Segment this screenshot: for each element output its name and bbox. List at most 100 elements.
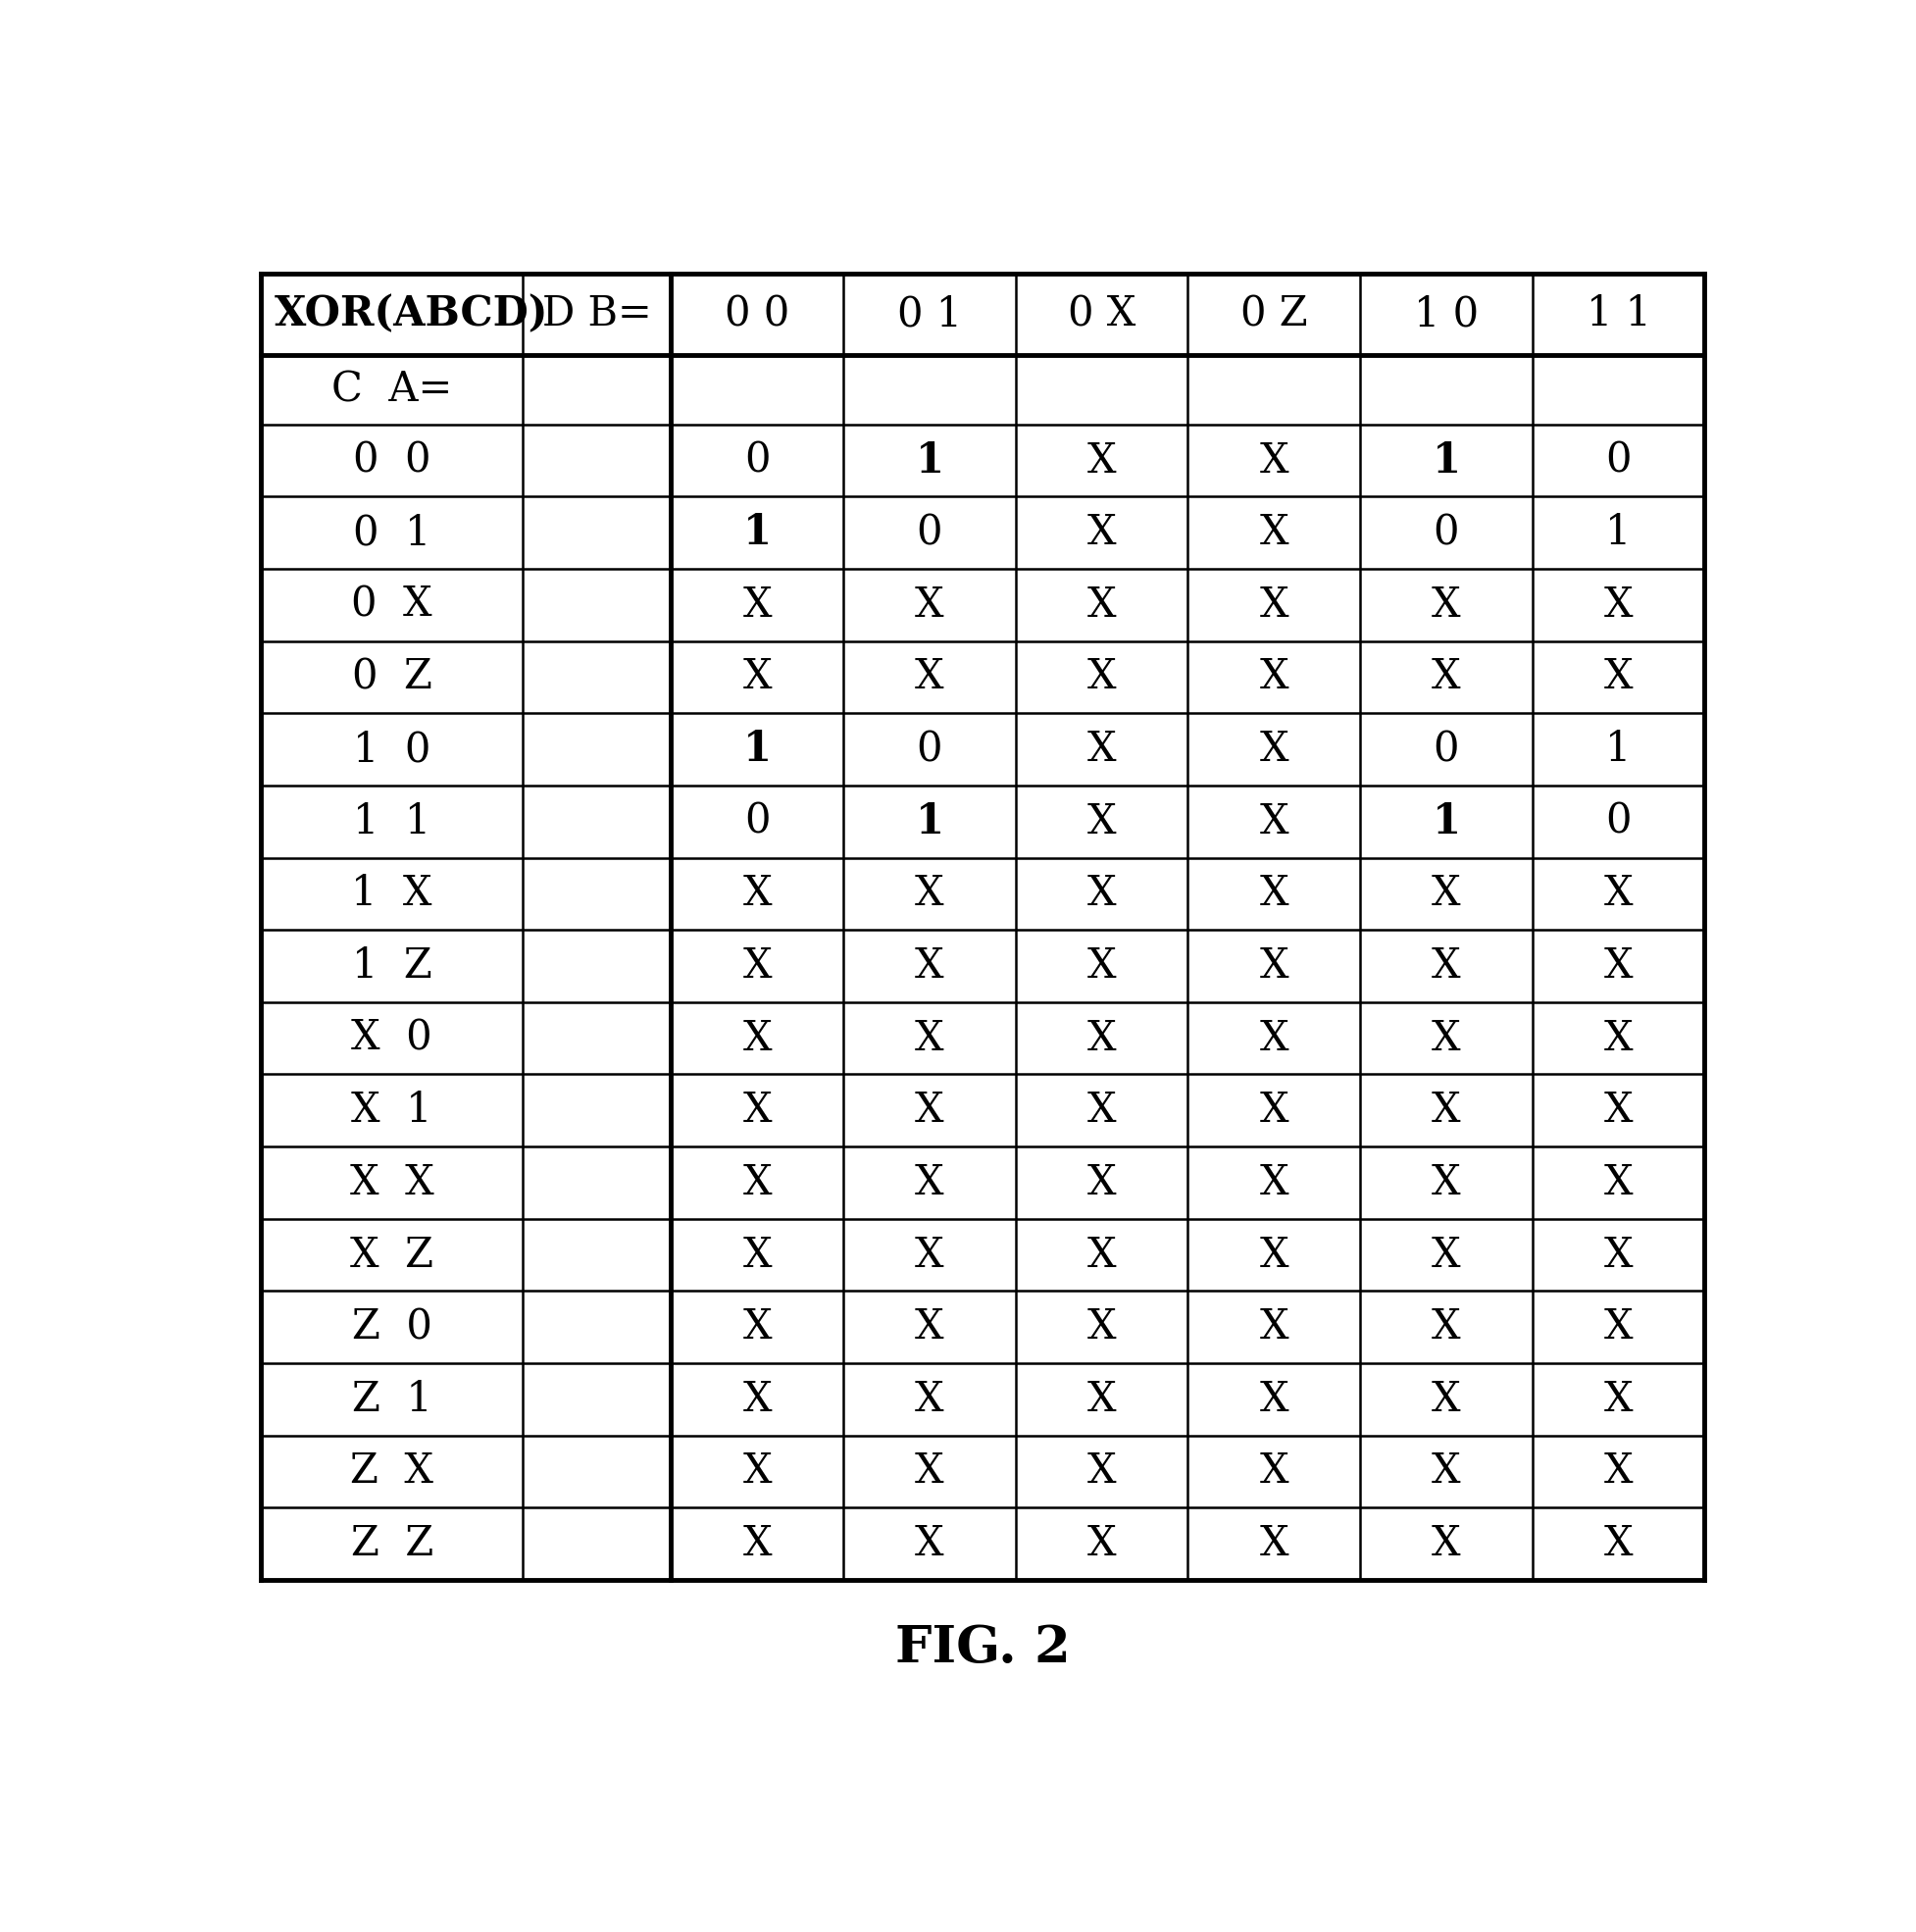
Text: 0: 0: [1433, 728, 1460, 771]
Text: 0 X: 0 X: [1067, 294, 1136, 334]
Text: X: X: [1604, 1306, 1632, 1349]
Text: X: X: [1259, 440, 1289, 481]
Text: X: X: [1431, 1306, 1460, 1349]
Text: X: X: [1431, 1379, 1460, 1420]
Text: 1: 1: [743, 512, 772, 553]
Text: D B=: D B=: [542, 294, 651, 334]
Text: X: X: [916, 945, 945, 987]
Text: 1 1: 1 1: [1586, 294, 1652, 334]
Text: 0 Z: 0 Z: [1240, 294, 1307, 334]
Text: Z  X: Z X: [351, 1451, 433, 1492]
Text: X: X: [1604, 1161, 1632, 1204]
Text: 1: 1: [1431, 802, 1460, 842]
Text: X: X: [1259, 583, 1289, 626]
Text: 0  Z: 0 Z: [353, 657, 431, 697]
Text: X: X: [916, 873, 945, 914]
Text: X: X: [1604, 1451, 1632, 1492]
Text: X: X: [1086, 1522, 1117, 1565]
Text: X: X: [743, 657, 772, 697]
Text: X: X: [1604, 1018, 1632, 1059]
Text: X: X: [1431, 657, 1460, 697]
Text: 0: 0: [743, 802, 770, 842]
Text: X: X: [1604, 657, 1632, 697]
Text: X: X: [1259, 1451, 1289, 1492]
Text: 1  1: 1 1: [353, 802, 431, 842]
Text: 0 1: 0 1: [897, 294, 962, 334]
Text: X: X: [1259, 1161, 1289, 1204]
Text: X: X: [1259, 1379, 1289, 1420]
Text: X: X: [743, 1090, 772, 1130]
Text: X: X: [743, 1379, 772, 1420]
Text: X  Z: X Z: [351, 1235, 433, 1275]
Text: XOR(ABCD): XOR(ABCD): [274, 294, 548, 334]
Text: X: X: [1431, 583, 1460, 626]
Text: X: X: [743, 873, 772, 914]
Text: X: X: [1259, 1018, 1289, 1059]
Text: C  A=: C A=: [331, 369, 452, 410]
Text: X: X: [1259, 873, 1289, 914]
Text: X: X: [916, 1522, 945, 1565]
Text: X: X: [1086, 1235, 1117, 1275]
Text: X: X: [1259, 1235, 1289, 1275]
Text: X: X: [1604, 873, 1632, 914]
Text: X: X: [916, 1018, 945, 1059]
Text: X: X: [743, 1161, 772, 1204]
Text: 1  Z: 1 Z: [353, 945, 431, 987]
Text: 0: 0: [916, 512, 943, 553]
Text: X  X: X X: [351, 1161, 433, 1204]
Text: X: X: [1086, 728, 1117, 771]
Text: X: X: [1259, 802, 1289, 842]
Text: X: X: [1431, 945, 1460, 987]
Text: X: X: [1086, 873, 1117, 914]
Text: 0: 0: [1606, 802, 1632, 842]
Text: X: X: [1604, 945, 1632, 987]
Text: X: X: [916, 1451, 945, 1492]
Text: X: X: [1604, 1522, 1632, 1565]
Text: 0: 0: [1606, 440, 1632, 481]
Text: X: X: [1086, 1018, 1117, 1059]
Text: X: X: [1604, 1379, 1632, 1420]
Text: X: X: [1086, 583, 1117, 626]
Text: X: X: [743, 583, 772, 626]
Text: X: X: [916, 657, 945, 697]
Text: Z  Z: Z Z: [351, 1522, 433, 1565]
Text: X: X: [1086, 1090, 1117, 1130]
Text: X: X: [1086, 802, 1117, 842]
Text: Z  1: Z 1: [353, 1379, 431, 1420]
Text: 1: 1: [1606, 728, 1631, 771]
Text: 0  0: 0 0: [353, 440, 431, 481]
Text: X: X: [1086, 945, 1117, 987]
Text: 0  X: 0 X: [351, 583, 433, 626]
Text: X: X: [1086, 657, 1117, 697]
Text: X: X: [1604, 1235, 1632, 1275]
Text: X: X: [1431, 1522, 1460, 1565]
Text: 1  0: 1 0: [353, 728, 431, 771]
Text: X: X: [1431, 1235, 1460, 1275]
Text: X: X: [916, 1379, 945, 1420]
Text: X  0: X 0: [351, 1018, 433, 1059]
Text: 0  1: 0 1: [353, 512, 431, 553]
Text: 0 0: 0 0: [724, 294, 789, 334]
Text: X: X: [743, 1018, 772, 1059]
Text: X: X: [1259, 512, 1289, 553]
Text: X: X: [1431, 1018, 1460, 1059]
Text: X: X: [743, 1306, 772, 1349]
Text: 0: 0: [1433, 512, 1460, 553]
Text: X: X: [1604, 583, 1632, 626]
Text: 1  X: 1 X: [351, 873, 433, 914]
Text: X: X: [1431, 1090, 1460, 1130]
Text: X: X: [1259, 945, 1289, 987]
Text: FIG. 2: FIG. 2: [895, 1623, 1071, 1673]
Text: 0: 0: [743, 440, 770, 481]
Text: X: X: [1086, 440, 1117, 481]
Text: 1: 1: [1606, 512, 1631, 553]
Text: X: X: [916, 1090, 945, 1130]
Text: 1 0: 1 0: [1414, 294, 1479, 334]
Text: X  1: X 1: [351, 1090, 433, 1130]
Text: X: X: [916, 1306, 945, 1349]
Text: X: X: [743, 1451, 772, 1492]
Text: X: X: [1086, 1379, 1117, 1420]
Text: X: X: [1431, 1451, 1460, 1492]
Text: X: X: [1259, 1090, 1289, 1130]
Text: X: X: [1259, 657, 1289, 697]
